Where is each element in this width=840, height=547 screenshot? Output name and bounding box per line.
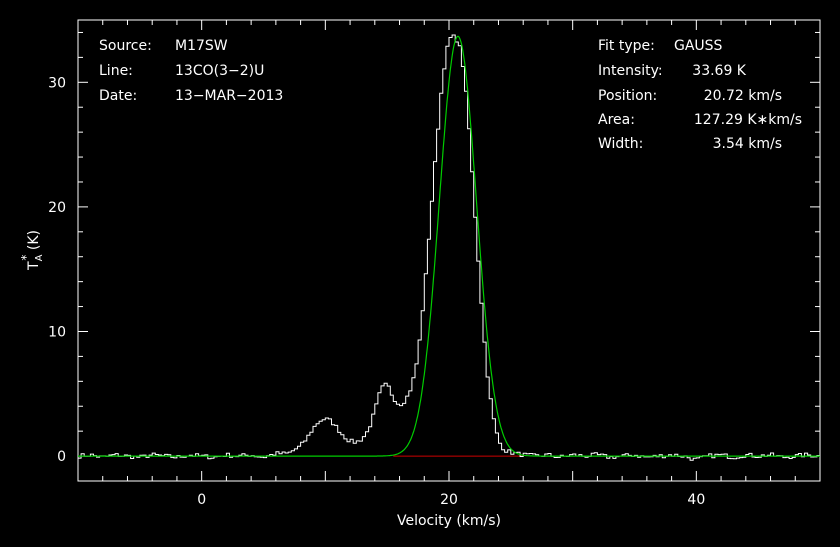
x-tick-label: 40: [687, 492, 705, 508]
info-source-key: Source:: [99, 38, 152, 54]
info-left-panel: Source: M17SW Line: 13CO(3−2)U Date: 13−…: [99, 38, 283, 104]
info-position-key: Position:: [598, 88, 657, 104]
info-width-key: Width:: [598, 136, 643, 152]
x-axis-label: Velocity (km/s): [397, 513, 501, 529]
y-tick-label: 0: [57, 449, 66, 465]
y-tick-label: 30: [48, 75, 66, 91]
info-width-value: 3.54 km/s: [713, 136, 782, 152]
info-area-key: Area:: [598, 112, 635, 128]
x-tick-label: 0: [197, 492, 206, 508]
info-date-value: 13−MAR−2013: [175, 88, 283, 104]
info-source-value: M17SW: [175, 38, 228, 54]
spectrum-histogram: [78, 34, 820, 461]
y-axis-label-main: T: [26, 261, 42, 271]
info-date-key: Date:: [99, 88, 137, 104]
info-fit-type-key: Fit type:: [598, 38, 655, 54]
y-tick-label: 20: [48, 200, 66, 216]
info-area-value: 127.29 K∗km/s: [694, 112, 802, 128]
x-tick-label: 20: [440, 492, 458, 508]
y-axis-label-sup: *: [19, 255, 33, 261]
info-fit-type-value: GAUSS: [674, 38, 723, 54]
y-tick-label: 10: [48, 324, 66, 340]
info-position-value: 20.72 km/s: [704, 88, 782, 104]
y-axis-label-sub: A: [34, 254, 45, 261]
info-intensity-value: 33.69 K: [692, 63, 747, 79]
gaussian-fit-curve: [78, 35, 820, 457]
axis-tick-labels: 0 20 40 0 10 20 30: [48, 75, 705, 508]
info-line-value: 13CO(3−2)U: [175, 63, 264, 79]
info-intensity-key: Intensity:: [598, 63, 663, 79]
y-axis-label-unit: (K): [26, 230, 42, 255]
y-axis-label: TA* (K): [19, 230, 45, 271]
info-right-panel: Fit type: GAUSS Intensity: 33.69 K Posit…: [598, 38, 802, 152]
axis-ticks: [77, 20, 821, 482]
info-line-key: Line:: [99, 63, 133, 79]
